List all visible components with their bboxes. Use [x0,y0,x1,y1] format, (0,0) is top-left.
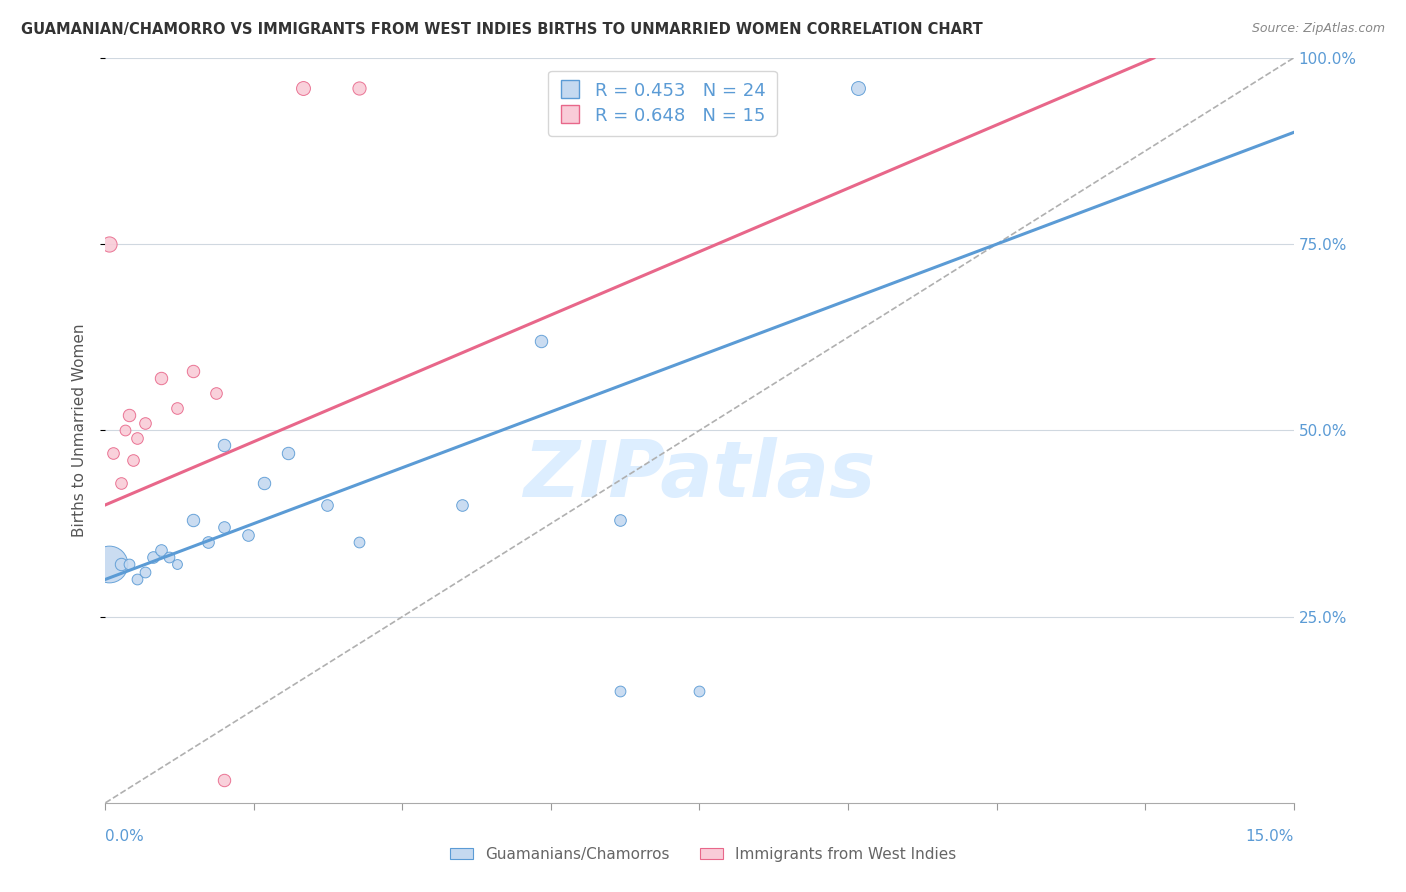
Text: ZIPatlas: ZIPatlas [523,437,876,513]
Point [134,565,156,579]
Point [157,549,180,564]
Legend: Guamanians/Chamorros, Immigrants from West Indies: Guamanians/Chamorros, Immigrants from We… [444,841,962,868]
Point [166,401,188,415]
Point [609,684,631,698]
Text: 0.0%: 0.0% [105,830,145,844]
Point [214,773,236,788]
Point [149,371,172,385]
Point [127,431,149,445]
Point [181,513,204,527]
Point [181,364,204,378]
Legend: R = 0.453   N = 24, R = 0.648   N = 15: R = 0.453 N = 24, R = 0.648 N = 15 [548,70,776,136]
Point [122,453,145,467]
Point [530,334,553,348]
Point [110,558,132,572]
Text: Source: ZipAtlas.com: Source: ZipAtlas.com [1251,22,1385,36]
Point [316,498,339,512]
Point [110,475,132,490]
Y-axis label: Births to Unmarried Women: Births to Unmarried Women [72,324,87,537]
Point [118,409,141,423]
Point [689,684,711,698]
Point [846,80,869,95]
Point [277,446,299,460]
Point [609,513,631,527]
Point [236,527,259,541]
Point [118,558,141,572]
Point [114,424,136,438]
Point [134,416,156,430]
Point [98,558,121,572]
Point [347,80,370,95]
Point [127,573,149,587]
Point [205,386,228,401]
Point [292,80,315,95]
Text: GUAMANIAN/CHAMORRO VS IMMIGRANTS FROM WEST INDIES BIRTHS TO UNMARRIED WOMEN CORR: GUAMANIAN/CHAMORRO VS IMMIGRANTS FROM WE… [21,22,983,37]
Point [253,475,276,490]
Point [103,446,125,460]
Text: 15.0%: 15.0% [1246,830,1294,844]
Point [214,520,236,534]
Point [347,535,370,549]
Point [450,498,472,512]
Point [197,535,219,549]
Point [166,558,188,572]
Point [98,237,121,252]
Point [214,438,236,452]
Point [142,549,165,564]
Point [149,542,172,557]
